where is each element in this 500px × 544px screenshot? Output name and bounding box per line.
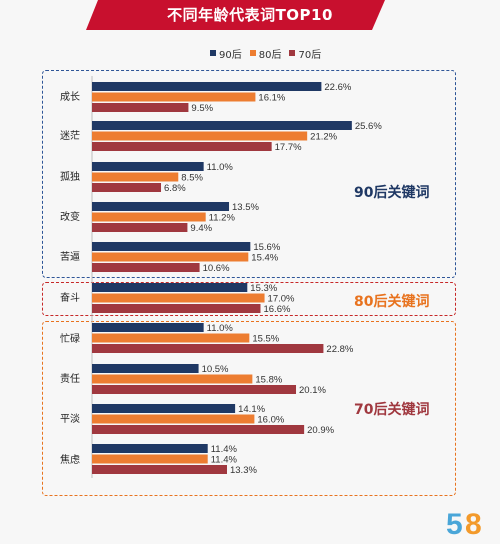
bar-5-2: [92, 304, 261, 313]
data-label-1-0: 25.6%: [355, 121, 382, 132]
data-label-6-0: 11.0%: [207, 323, 234, 334]
group-label-80: 80后关键词: [354, 294, 430, 310]
data-label-3-2: 9.4%: [190, 223, 212, 234]
bar-2-0: [92, 162, 204, 171]
data-label-6-1: 15.5%: [252, 334, 279, 345]
group-label-90: 90后关键词: [354, 185, 430, 201]
category-label-8: 平淡: [60, 414, 80, 425]
bar-4-1: [92, 252, 249, 262]
bar-5-0: [92, 283, 248, 292]
legend-swatch-80: [249, 50, 256, 56]
bar-1-0: [92, 121, 352, 130]
legend-item-70: 70后: [289, 46, 321, 61]
data-label-4-2: 10.6%: [203, 263, 230, 274]
bar-3-0: [92, 202, 230, 211]
data-label-4-1: 15.4%: [251, 253, 278, 264]
bar-8-2: [92, 425, 305, 434]
category-label-4: 苦逼: [60, 252, 80, 263]
bar-7-2: [92, 385, 297, 394]
data-label-9-2: 13.3%: [230, 465, 257, 476]
data-label-0-1: 16.1%: [258, 93, 285, 104]
data-label-5-0: 15.3%: [250, 283, 277, 294]
group-label-70: 70后关键词: [354, 402, 430, 418]
bar-2-1: [92, 172, 179, 182]
bar-7-0: [92, 364, 199, 373]
bar-0-0: [92, 82, 322, 91]
group-box-90: [42, 70, 456, 278]
legend-item-80: 80后: [249, 46, 282, 61]
svg-text:8: 8: [465, 508, 482, 540]
data-label-8-2: 20.9%: [307, 425, 334, 436]
bar-9-2: [92, 465, 227, 474]
category-label-3: 改变: [60, 212, 80, 223]
data-label-2-1: 8.5%: [181, 173, 203, 184]
bar-6-0: [92, 323, 204, 332]
bar-3-1: [92, 212, 206, 222]
bar-4-0: [92, 242, 251, 251]
data-label-7-1: 15.8%: [255, 375, 282, 386]
bar-0-1: [92, 92, 256, 102]
category-label-1: 迷茫: [60, 131, 80, 142]
bar-6-1: [92, 333, 250, 343]
bar-3-2: [92, 223, 188, 232]
data-label-4-0: 15.6%: [253, 242, 280, 253]
group-box-80: [42, 282, 456, 316]
bar-0-2: [92, 103, 189, 112]
bar-8-0: [92, 404, 236, 413]
data-label-7-0: 10.5%: [202, 364, 229, 375]
data-label-5-1: 17.0%: [268, 294, 295, 305]
data-label-3-0: 13.5%: [232, 202, 259, 213]
data-label-8-0: 14.1%: [238, 404, 265, 415]
title-banner: [86, 0, 385, 30]
legend-label-90: 90后: [219, 49, 242, 61]
bar-4-2: [92, 263, 200, 272]
legend-swatch-90: [210, 50, 216, 56]
58-logo: 5 8: [446, 508, 482, 540]
data-label-0-2: 9.5%: [191, 103, 213, 114]
chart-title: 不同年龄代表词TOP10: [167, 6, 333, 24]
legend-label-80: 80后: [258, 49, 282, 61]
data-label-9-1: 11.4%: [211, 455, 238, 466]
category-label-6: 忙碌: [60, 334, 80, 345]
bar-6-2: [92, 344, 324, 353]
category-label-0: 成长: [60, 92, 80, 103]
category-label-2: 孤独: [60, 172, 80, 183]
bar-1-1: [92, 131, 308, 141]
svg-text:5: 5: [446, 508, 463, 540]
bar-7-1: [92, 374, 253, 384]
data-label-1-1: 21.2%: [310, 132, 337, 143]
data-label-3-1: 11.2%: [209, 213, 236, 224]
legend-item-90: 90后: [210, 46, 242, 61]
legend-swatch-70: [289, 50, 296, 56]
bar-9-0: [92, 444, 208, 453]
bar-9-1: [92, 454, 208, 464]
category-label-5: 奋斗: [60, 293, 80, 304]
category-label-7: 责任: [60, 374, 80, 385]
data-label-2-0: 11.0%: [207, 162, 234, 173]
group-box-70: [42, 321, 456, 496]
data-label-0-0: 22.6%: [324, 82, 351, 93]
data-label-1-2: 17.7%: [275, 142, 302, 153]
data-label-8-1: 16.0%: [257, 415, 284, 426]
data-label-5-2: 16.6%: [263, 304, 290, 315]
data-label-9-0: 11.4%: [211, 444, 238, 455]
category-label-9: 焦虑: [60, 455, 80, 466]
data-label-2-2: 6.8%: [164, 183, 186, 194]
data-label-7-2: 20.1%: [299, 385, 326, 396]
data-label-6-2: 22.8%: [326, 344, 353, 355]
bar-8-1: [92, 414, 255, 424]
bar-5-1: [92, 293, 265, 303]
legend-label-70: 70后: [298, 49, 322, 61]
bar-1-2: [92, 142, 272, 151]
legend: 90后 80后 70后: [210, 46, 329, 61]
bar-2-2: [92, 183, 162, 192]
